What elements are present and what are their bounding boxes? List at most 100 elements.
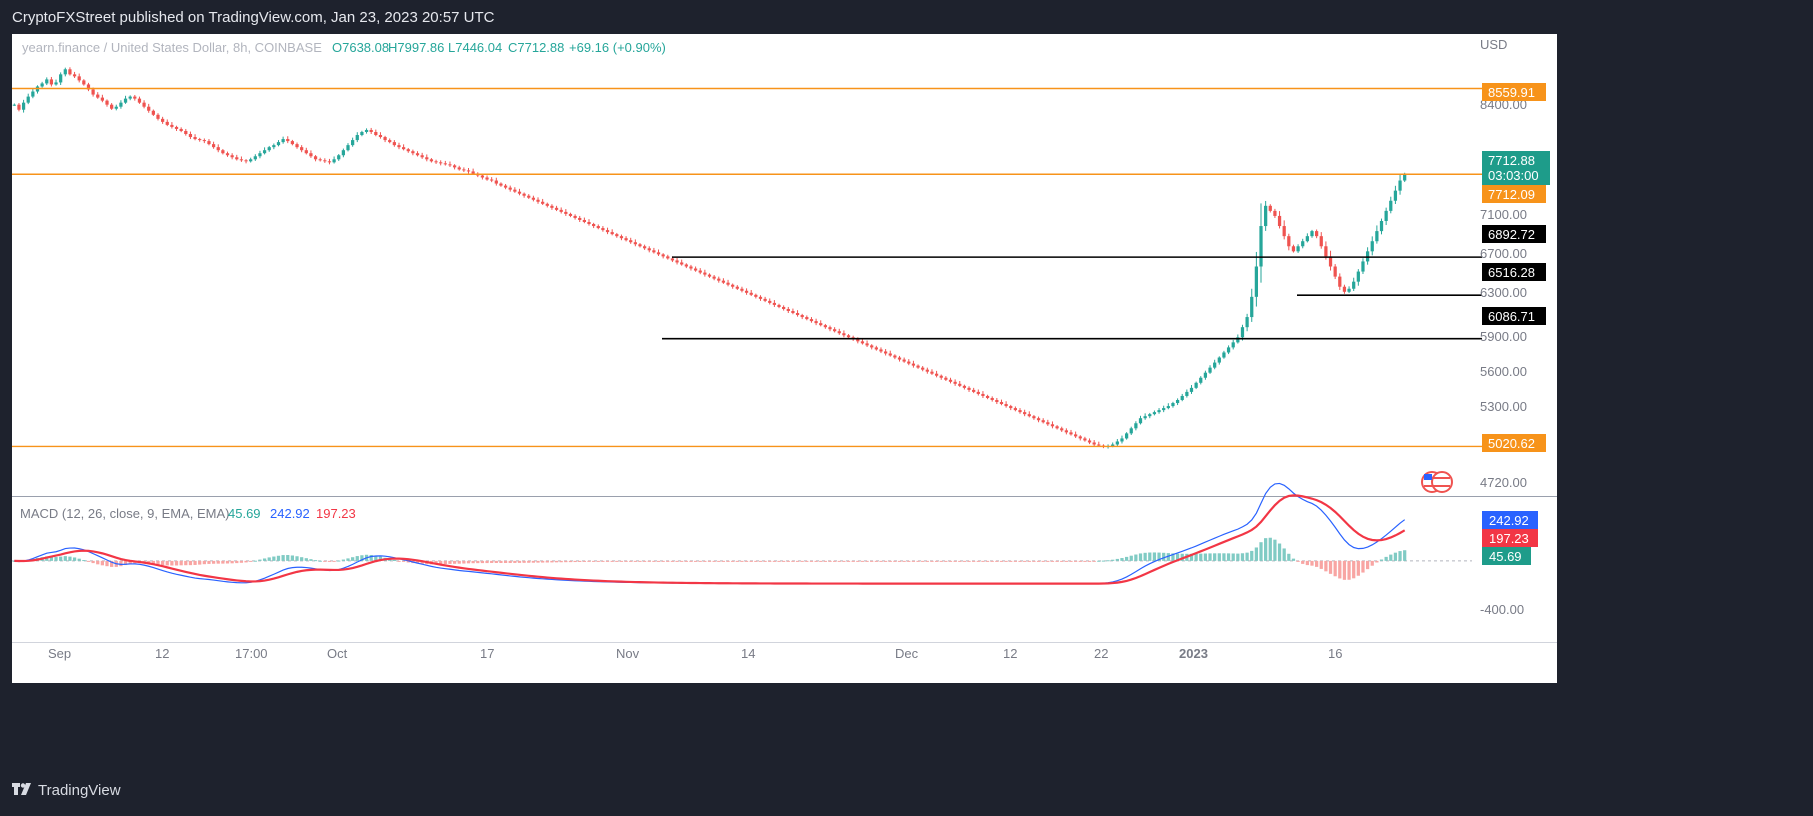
macd-histogram-bar	[1254, 547, 1258, 561]
candle-body	[578, 217, 582, 220]
candle-body	[128, 96, 132, 99]
macd-histogram-bar	[925, 560, 929, 562]
candle-body	[262, 150, 267, 154]
candle-body	[1277, 215, 1282, 227]
candle-body	[313, 156, 318, 160]
candle-body	[258, 153, 262, 157]
candle-body	[805, 317, 809, 320]
macd-histogram-bar	[1129, 555, 1133, 561]
svg-text:7712.09: 7712.09	[1488, 187, 1535, 202]
macd-histogram-bar	[976, 560, 980, 562]
macd-histogram-bar	[193, 560, 197, 565]
macd-histogram-bar	[592, 560, 596, 562]
candle-body	[508, 187, 512, 190]
macd-indicator	[12, 482, 1472, 585]
candle-body	[1009, 406, 1013, 409]
macd-histogram-bar	[972, 560, 976, 562]
macd-histogram-bar	[675, 560, 679, 562]
candle-body	[888, 353, 892, 356]
macd-histogram-bar	[1264, 538, 1268, 561]
macd-histogram-bar	[1036, 560, 1041, 562]
macd-histogram-bar	[1069, 560, 1073, 562]
macd-histogram-bar	[981, 560, 985, 562]
candle-body	[1296, 246, 1300, 252]
us-flag-icon[interactable]	[1421, 471, 1453, 493]
macd-histogram-bar	[1111, 559, 1115, 561]
candle-body	[967, 387, 971, 390]
macd-histogram-bar	[1268, 537, 1272, 561]
macd-histogram-bar	[244, 560, 248, 563]
candle-body	[355, 135, 359, 141]
macd-histogram-bar	[327, 560, 332, 562]
macd-histogram-value: 45.69	[228, 506, 261, 521]
macd-histogram-bar	[865, 560, 869, 562]
time-axis[interactable]	[12, 643, 1557, 683]
macd-histogram-bar	[707, 560, 712, 562]
candle-body	[420, 155, 424, 158]
macd-histogram-bar	[374, 555, 378, 561]
candle-body	[1166, 406, 1170, 409]
macd-histogram-bar	[652, 560, 656, 562]
candle-body	[1023, 412, 1027, 415]
macd-histogram-bar	[513, 560, 517, 563]
macd-histogram-bar	[777, 560, 781, 562]
svg-text:6086.71: 6086.71	[1488, 309, 1535, 324]
chart-area[interactable]: yearn.finance / United States Dollar, 8h…	[12, 34, 1557, 774]
candle-body	[31, 91, 35, 97]
candle-body	[1389, 200, 1393, 211]
macd-histogram-bar	[995, 560, 999, 562]
macd-pane[interactable]	[12, 497, 1557, 643]
macd-histogram-bar	[916, 560, 920, 562]
macd-histogram-bar	[59, 556, 63, 561]
candle-body	[490, 179, 494, 181]
macd-histogram-bar	[1236, 553, 1240, 561]
macd-histogram-bar	[54, 557, 58, 561]
time-tick: 14	[741, 646, 755, 661]
macd-histogram-bar	[1333, 560, 1337, 577]
macd-histogram-bar	[587, 560, 591, 562]
candle-body	[592, 224, 596, 227]
macd-histogram-bar	[1352, 560, 1356, 579]
macd-histogram-bar	[568, 560, 573, 563]
candle-body	[842, 333, 846, 336]
macd-histogram-bar	[1143, 552, 1147, 561]
candle-body	[1129, 428, 1133, 434]
candle-body	[503, 185, 508, 188]
candle-body	[610, 232, 614, 235]
macd-histogram-bar	[1134, 554, 1138, 561]
candle-body	[429, 159, 434, 162]
candle-body	[123, 98, 128, 103]
macd-histogram-bar	[1245, 552, 1249, 561]
candle-body	[151, 110, 155, 115]
macd-histogram-bar	[1389, 554, 1393, 561]
macd-histogram-bar	[624, 560, 628, 562]
candle-body	[666, 256, 670, 259]
candle-body	[1078, 436, 1082, 439]
price-pane[interactable]	[12, 34, 1557, 497]
candle-body	[100, 97, 104, 101]
candle-body	[1185, 391, 1189, 396]
macd-histogram-bar	[1291, 558, 1296, 561]
macd-histogram-bar	[921, 560, 925, 562]
macd-histogram-bar	[207, 560, 211, 564]
candle-body	[207, 141, 211, 145]
candle-body	[860, 341, 865, 344]
macd-histogram-bar	[100, 560, 104, 566]
price-tick: 4720.00	[1480, 475, 1527, 490]
candle-body	[1324, 246, 1328, 257]
macd-histogram-bar	[902, 560, 906, 562]
candle-body	[615, 234, 619, 237]
candle-body	[605, 230, 610, 233]
macd-histogram-bar	[559, 560, 563, 563]
candle-body	[642, 246, 647, 249]
macd-histogram-bar	[457, 560, 461, 564]
macd-histogram-bar	[448, 560, 452, 564]
price-tick: 5900.00	[1480, 329, 1527, 344]
macd-histogram-bar	[1138, 553, 1143, 561]
candle-body	[749, 292, 753, 295]
candle-body	[17, 104, 21, 110]
candle-body	[587, 222, 591, 225]
macd-histogram-bar	[1115, 558, 1119, 561]
macd-histogram-bar	[1194, 553, 1198, 561]
macd-histogram-bar	[860, 560, 865, 562]
